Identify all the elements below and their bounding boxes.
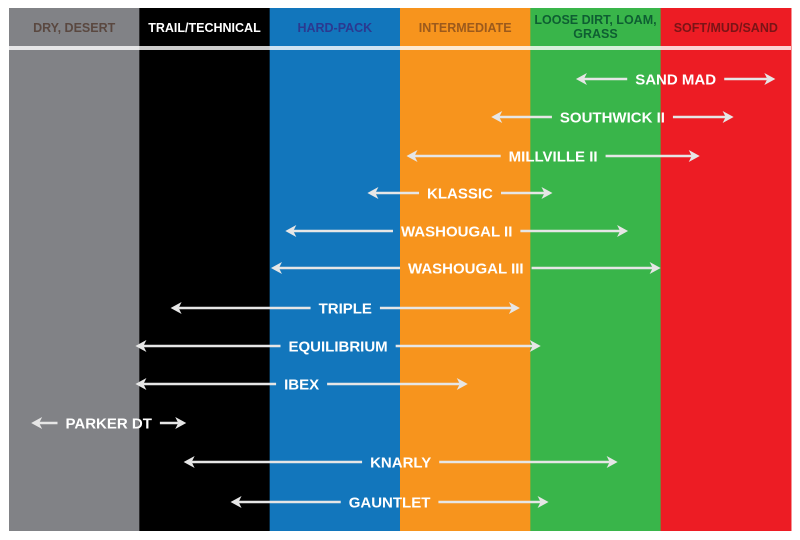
column-3 <box>399 8 531 531</box>
arrow-head-left-icon <box>183 456 195 468</box>
arrow-head-left-icon <box>135 340 147 352</box>
arrow-head-right-icon <box>649 262 661 274</box>
range-label: GAUNTLET <box>349 495 431 512</box>
column-4 <box>530 8 662 531</box>
range-arrow: PARKER DT <box>31 416 187 433</box>
range-arrow: WASHOUGAL III <box>270 261 661 278</box>
arrow-head-right-icon <box>537 496 549 508</box>
arrow-head-left-icon <box>575 73 587 85</box>
column-header: LOOSE DIRT, LOAM, GRASS <box>534 13 656 41</box>
arrow-head-left-icon <box>285 225 297 237</box>
range-arrow: SAND MAD <box>575 72 776 89</box>
arrow-head-left-icon <box>406 150 418 162</box>
range-label: IBEX <box>284 377 319 394</box>
column-header: INTERMEDIATE <box>419 21 512 35</box>
range-label: WASHOUGAL III <box>408 261 524 278</box>
column-1 <box>139 8 271 531</box>
column-header: HARD-PACK <box>297 21 372 35</box>
arrow-head-right-icon <box>606 456 618 468</box>
arrow-head-left-icon <box>170 302 182 314</box>
range-arrow: GAUNTLET <box>230 495 549 512</box>
arrow-head-right-icon <box>456 378 468 390</box>
arrow-head-left-icon <box>135 378 147 390</box>
column-2 <box>269 8 401 531</box>
column-header: SOFT/MUD/SAND <box>674 21 778 35</box>
range-arrow: WASHOUGAL II <box>285 224 629 241</box>
arrow-head-right-icon <box>688 150 700 162</box>
column-header: DRY, DESERT <box>33 21 116 35</box>
column-header: TRAIL/TECHNICAL <box>148 21 261 35</box>
arrow-head-right-icon <box>529 340 541 352</box>
range-label: PARKER DT <box>66 416 152 433</box>
arrow-head-right-icon <box>617 225 629 237</box>
range-label: SOUTHWICK II <box>560 110 665 127</box>
arrow-head-left-icon <box>31 417 43 429</box>
range-arrow: MILLVILLE II <box>406 149 700 166</box>
arrow-head-right-icon <box>764 73 776 85</box>
range-label: KLASSIC <box>427 186 493 203</box>
range-arrow: SOUTHWICK II <box>491 110 734 127</box>
arrow-head-left-icon <box>230 496 242 508</box>
arrow-head-right-icon <box>722 111 734 123</box>
range-arrow: IBEX <box>135 377 468 394</box>
arrow-head-right-icon <box>508 302 520 314</box>
range-arrow: EQUILIBRIUM <box>135 339 541 356</box>
range-label: TRIPLE <box>319 301 372 318</box>
range-label: MILLVILLE II <box>509 149 598 166</box>
range-label: KNARLY <box>370 455 431 472</box>
column-0 <box>9 8 140 531</box>
arrow-head-left-icon <box>491 111 503 123</box>
range-label: WASHOUGAL II <box>401 224 512 241</box>
range-label: EQUILIBRIUM <box>288 339 387 356</box>
header-divider <box>9 46 791 50</box>
arrow-head-left-icon <box>367 187 379 199</box>
arrow-head-right-icon <box>175 417 187 429</box>
arrow-head-right-icon <box>541 187 553 199</box>
range-label: SAND MAD <box>635 72 716 89</box>
range-arrow: TRIPLE <box>170 301 520 318</box>
range-arrow: KLASSIC <box>367 186 553 203</box>
arrow-head-left-icon <box>270 262 282 274</box>
range-arrow: KNARLY <box>183 455 618 472</box>
column-5 <box>660 8 792 531</box>
